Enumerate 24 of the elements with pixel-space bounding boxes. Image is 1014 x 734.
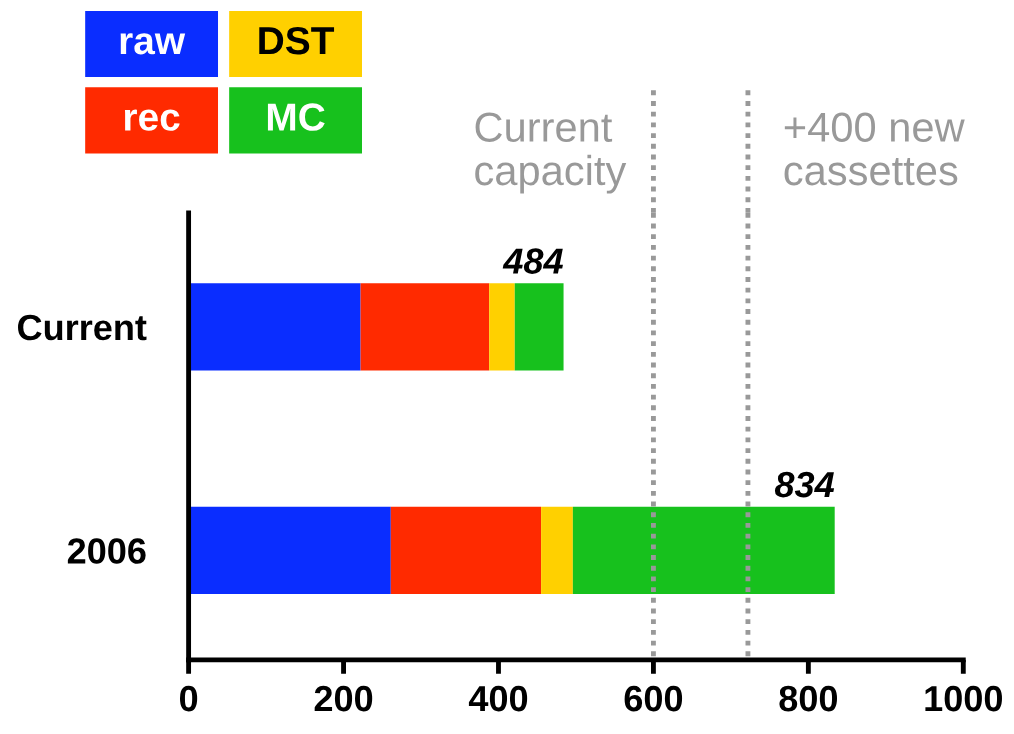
bar (514, 283, 564, 371)
x-tick-label: 800 (779, 685, 838, 712)
x-tick-label: 600 (624, 685, 683, 712)
total-label: 834 (774, 471, 835, 498)
bar (360, 283, 490, 371)
bar (390, 506, 542, 594)
x-tick-label: 200 (314, 685, 373, 712)
x-tick-label: 0 (179, 685, 198, 712)
y-tick-label: 2006 (67, 538, 146, 564)
ref-line-label: +400 new cassettes (784, 112, 965, 186)
bar (572, 506, 835, 594)
x-tick-label: 1000 (925, 685, 1002, 712)
y-tick-label: Current (18, 314, 147, 341)
text: rec (124, 109, 180, 131)
text: raw (120, 33, 186, 55)
bar (188, 283, 361, 371)
text: MC (267, 103, 325, 131)
text: DST (259, 26, 335, 55)
ref-line-label: Current capacity (475, 112, 627, 194)
bar (489, 283, 515, 371)
bar (541, 506, 573, 594)
x-tick-label: 400 (468, 685, 528, 712)
bar (188, 506, 391, 594)
total-label: 484 (502, 248, 563, 274)
